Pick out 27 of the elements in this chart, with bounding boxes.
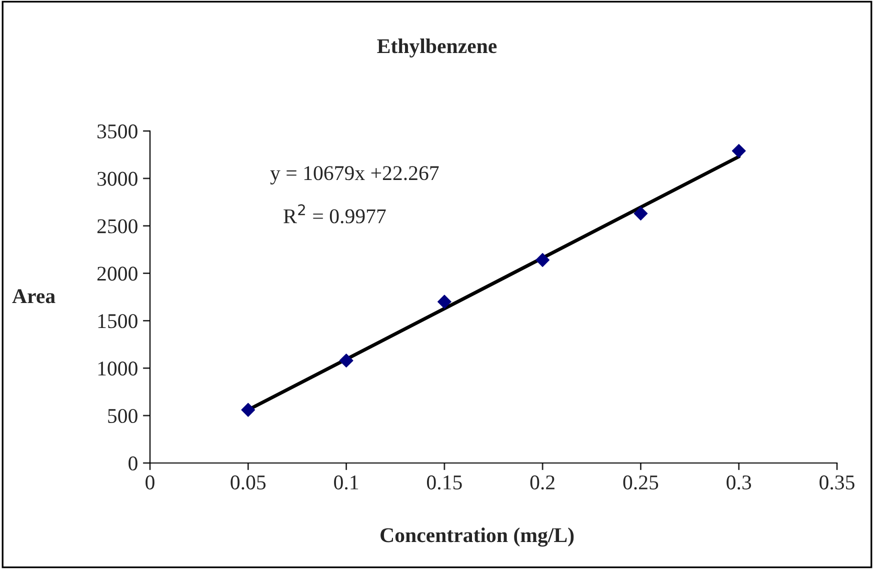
y-tick-label: 3000	[98, 172, 138, 186]
annotation: y = 10679x +22.267	[270, 166, 439, 184]
x-tick-label: 0.25	[623, 475, 658, 490]
x-tick-label: 0.2	[530, 475, 554, 490]
x-tick-label: 0.15	[426, 475, 462, 490]
point	[732, 144, 746, 158]
point	[634, 206, 648, 220]
y-tick-label: 500	[108, 408, 138, 424]
y-tick-label: 3500	[98, 124, 138, 138]
point	[437, 294, 452, 309]
point	[536, 253, 550, 267]
y-tick-label: 1500	[98, 314, 138, 328]
annotation: R$^{2}$ = 0.9977	[284, 204, 386, 224]
y-tick-label: 2000	[97, 266, 138, 281]
x-tick-label: 0	[146, 475, 154, 490]
x-axis-title: Concentration (mg/L)	[380, 528, 574, 547]
x-tick-label: 0.1	[334, 475, 358, 490]
y-tick-label: 1000	[98, 362, 138, 376]
y-tick-label: 2500	[97, 219, 138, 234]
point	[241, 402, 256, 417]
x-tick-label: 0.35	[820, 475, 854, 490]
x-tick-label: 0.05	[230, 475, 266, 490]
point	[339, 354, 354, 368]
y-tick-label: 0	[128, 456, 138, 470]
y-axis-title: Area	[12, 289, 56, 304]
chart-title: Ethylbenzene	[377, 38, 497, 58]
x-tick-label: 0.3	[726, 475, 752, 490]
